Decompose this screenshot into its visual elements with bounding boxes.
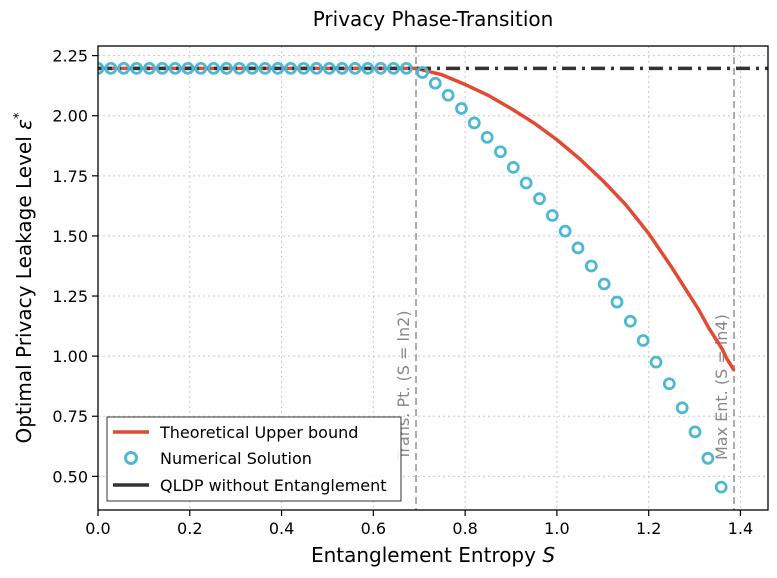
numerical-point xyxy=(130,61,143,75)
numerical-point xyxy=(701,451,715,465)
numerical-point xyxy=(610,295,624,309)
numerical-point xyxy=(98,61,105,75)
numerical-point xyxy=(374,61,388,75)
numerical-point xyxy=(571,241,585,255)
x-tick-label: 0.0 xyxy=(85,519,110,538)
legend-label-qldp: QLDP without Entanglement xyxy=(160,476,387,495)
numerical-point xyxy=(623,314,637,328)
numerical-point xyxy=(428,76,442,90)
numerical-point xyxy=(361,61,375,75)
numerical-point xyxy=(597,277,611,291)
y-tick-label: 1.25 xyxy=(52,287,88,306)
series-layer xyxy=(98,61,768,494)
numerical-point xyxy=(714,480,728,494)
legend-box xyxy=(106,416,402,502)
y-tick-label: 1.00 xyxy=(52,347,88,366)
numerical-point xyxy=(480,130,494,144)
numerical-point xyxy=(335,61,349,75)
numerical-point xyxy=(467,116,481,130)
x-tick-label: 0.4 xyxy=(269,519,294,538)
numerical-point xyxy=(104,61,118,75)
numerical-point xyxy=(416,66,429,79)
numerical-point xyxy=(220,61,233,75)
x-tick-label: 0.6 xyxy=(361,519,386,538)
numerical-point xyxy=(168,61,182,75)
y-tick-label: 2.00 xyxy=(52,107,88,126)
numerical-point xyxy=(322,61,336,75)
x-tick-label: 1.0 xyxy=(544,519,569,538)
numerical-point xyxy=(675,401,689,415)
numerical-point xyxy=(649,355,663,369)
numerical-point xyxy=(232,61,246,75)
numerical-point xyxy=(258,61,272,75)
numerical-point xyxy=(545,209,559,222)
theory-line xyxy=(98,66,736,372)
numerical-point xyxy=(194,61,208,75)
x-tick-label: 0.2 xyxy=(177,519,202,538)
numerical-point xyxy=(533,192,546,206)
x-tick-label: 1.2 xyxy=(636,519,661,538)
numerical-point xyxy=(297,61,310,75)
numerical-point xyxy=(506,161,520,174)
plot-frame xyxy=(97,45,769,511)
vline-label: Max Ent. (S = ln4) xyxy=(712,314,731,460)
numerical-point xyxy=(441,88,455,102)
numerical-point xyxy=(284,61,298,75)
numerical-point xyxy=(142,61,156,75)
numerical-point xyxy=(245,61,259,75)
numerical-point xyxy=(688,425,702,439)
y-tick-label: 1.75 xyxy=(52,167,88,186)
numerical-point xyxy=(155,61,169,75)
numerical-point xyxy=(455,102,468,115)
y-tick-label: 0.75 xyxy=(52,407,88,426)
legend: Theoretical Upper bound Numerical Soluti… xyxy=(106,416,402,502)
chart-title: Privacy Phase-Transition xyxy=(313,7,554,31)
numerical-point xyxy=(399,61,413,75)
numerical-point xyxy=(117,61,131,75)
numerical-point xyxy=(636,334,650,347)
numerical-point xyxy=(207,61,221,75)
y-tick-label: 0.50 xyxy=(52,467,88,486)
numerical-point xyxy=(387,61,400,75)
legend-swatch-numerical xyxy=(124,451,138,465)
x-axis-ticks: 0.0 0.2 0.4 0.6 0.8 1.0 1.2 1.4 xyxy=(85,510,753,538)
numerical-point xyxy=(519,176,533,190)
y-tick-label: 1.50 xyxy=(52,227,88,246)
numerical-point xyxy=(558,224,572,238)
x-tick-label: 1.4 xyxy=(728,519,753,538)
y-tick-label: 2.25 xyxy=(52,47,88,66)
numerical-point xyxy=(348,61,362,75)
numerical-point xyxy=(584,259,598,273)
numerical-point xyxy=(271,61,285,75)
numerical-point xyxy=(181,61,195,75)
x-axis-label: Entanglement Entropy S xyxy=(311,543,555,567)
numerical-point xyxy=(310,61,323,75)
y-axis-label: Optimal Privacy Leakage Level ε* xyxy=(12,112,36,443)
y-axis-ticks: 0.50 0.75 1.00 1.25 1.50 1.75 2.00 2.25 xyxy=(52,47,98,486)
legend-label-theory: Theoretical Upper bound xyxy=(159,423,358,442)
numerical-point xyxy=(494,145,507,159)
numerical-point xyxy=(662,377,676,391)
x-tick-label: 0.8 xyxy=(452,519,477,538)
legend-label-numerical: Numerical Solution xyxy=(160,449,312,468)
